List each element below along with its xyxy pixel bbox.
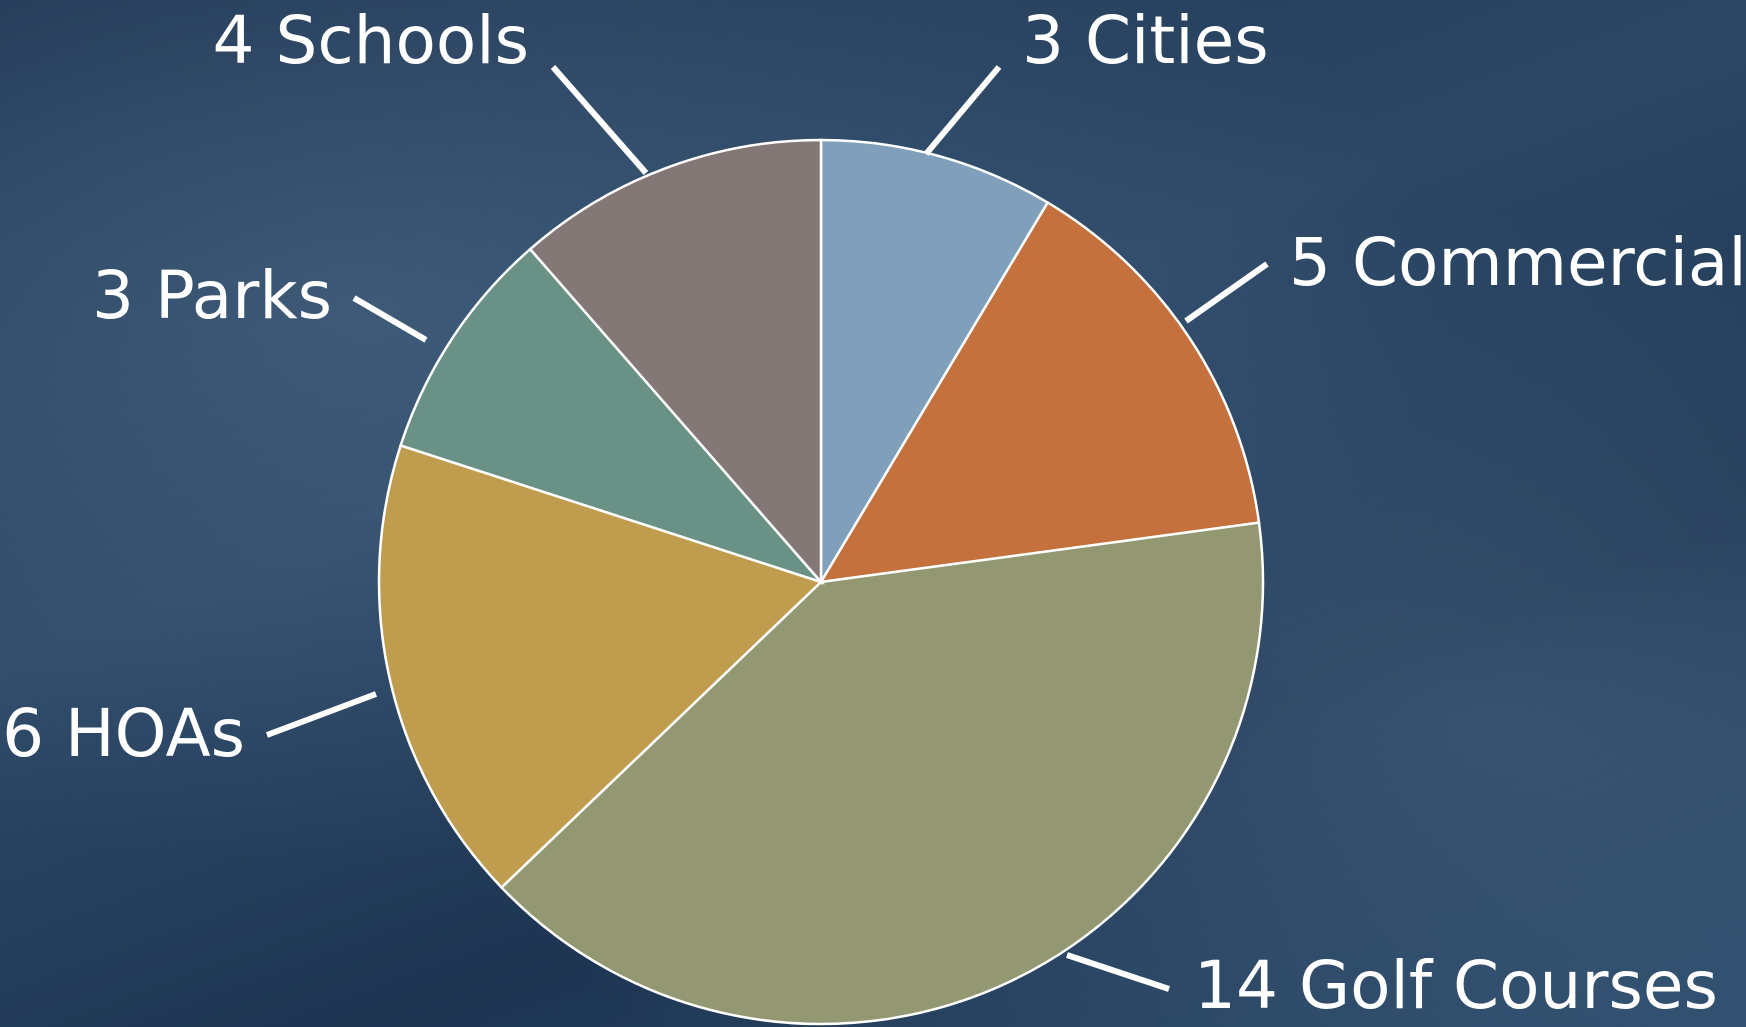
slice-label: 14 Golf Courses xyxy=(1194,947,1718,1024)
slice-label: 4 Schools xyxy=(213,2,529,79)
leader-line xyxy=(1184,261,1269,324)
pie-slice xyxy=(819,138,1050,587)
pie-slice xyxy=(818,200,1261,584)
leader-line xyxy=(352,295,428,343)
slice-label: 6 HOAs xyxy=(2,695,245,772)
leader-line xyxy=(1066,952,1170,992)
slice-label: 5 Commercial xyxy=(1289,224,1746,301)
slice-label: 3 Parks xyxy=(92,257,332,334)
pie-slice xyxy=(528,138,823,586)
pie-slice xyxy=(399,247,825,585)
pie-slice xyxy=(377,443,824,890)
pie-slice xyxy=(499,521,1265,1026)
leader-line xyxy=(923,65,1002,156)
leader-line xyxy=(550,65,649,175)
leader-line xyxy=(265,691,378,738)
slice-label: 3 Cities xyxy=(1022,2,1269,79)
